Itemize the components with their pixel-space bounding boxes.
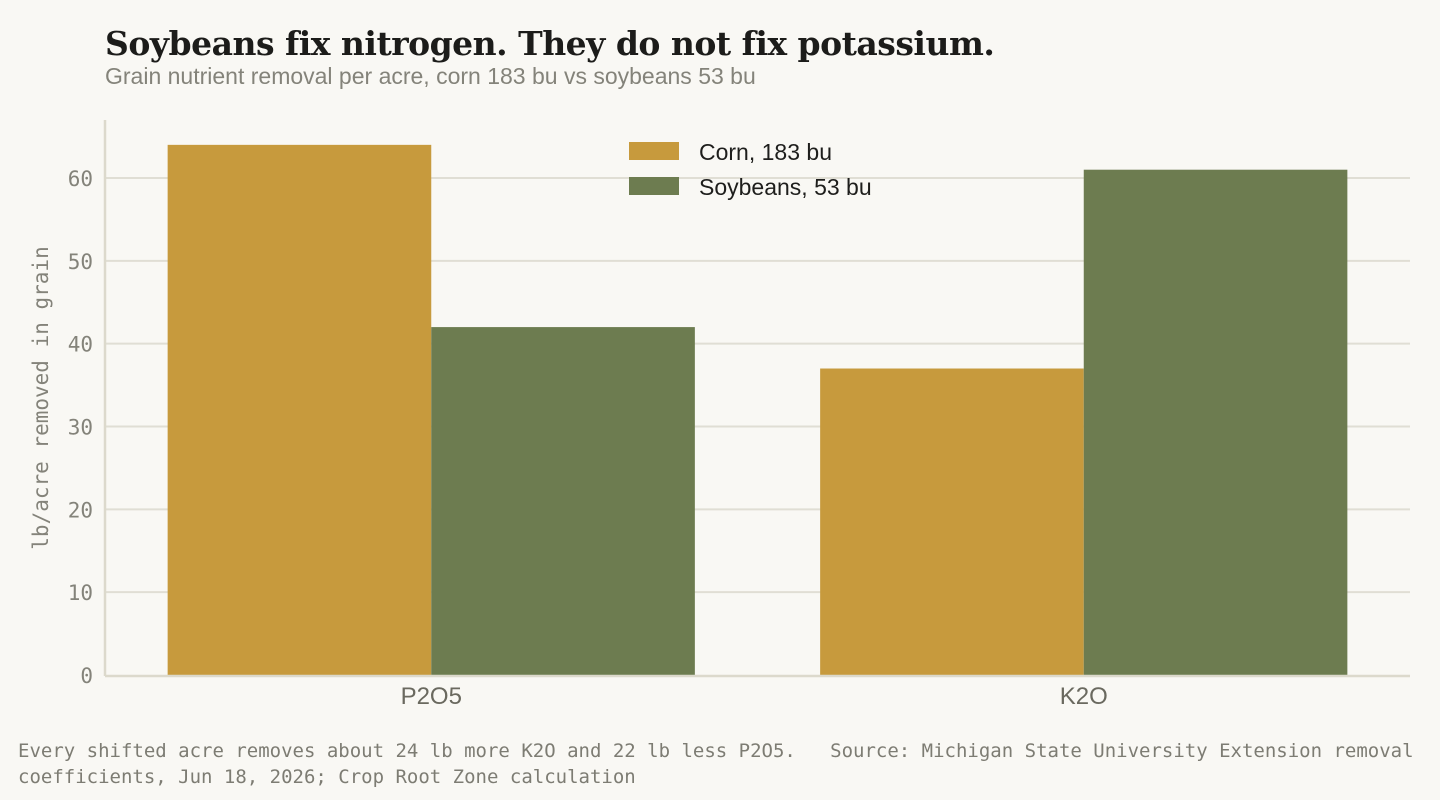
y-tick-label: 20 [68, 498, 93, 522]
legend-label: Corn, 183 bu [699, 139, 832, 165]
legend-swatch [629, 177, 679, 195]
bar [820, 368, 1084, 675]
y-tick-labels: 0 10 20 30 40 50 60 [68, 167, 93, 688]
y-tick-label: 60 [68, 167, 93, 191]
bar [167, 144, 432, 675]
y-tick-label: 30 [68, 415, 93, 439]
x-tick-label: K2O [1060, 683, 1108, 710]
y-tick-label: 0 [80, 664, 93, 688]
footnote: Every shifted acre removes about 24 lb m… [18, 740, 1426, 788]
y-axis-label: lb/acre removed in grain [29, 246, 53, 549]
bars [167, 144, 1348, 676]
bar [431, 327, 695, 675]
legend-label: Soybeans, 53 bu [699, 174, 872, 200]
bar [1083, 169, 1348, 676]
chart-title: Soybeans fix nitrogen. They do not fix p… [105, 24, 995, 63]
axes [103, 120, 1410, 678]
legend-swatch [629, 142, 679, 160]
x-tick-label: P2O5 [401, 683, 462, 710]
x-tick-labels: P2O5 K2O [401, 683, 1108, 710]
y-tick-label: 40 [68, 333, 93, 357]
y-tick-label: 50 [68, 250, 93, 274]
chart-subtitle: Grain nutrient removal per acre, corn 18… [105, 63, 756, 89]
y-tick-label: 10 [68, 581, 93, 605]
legend: Corn, 183 bu Soybeans, 53 bu [629, 139, 872, 200]
